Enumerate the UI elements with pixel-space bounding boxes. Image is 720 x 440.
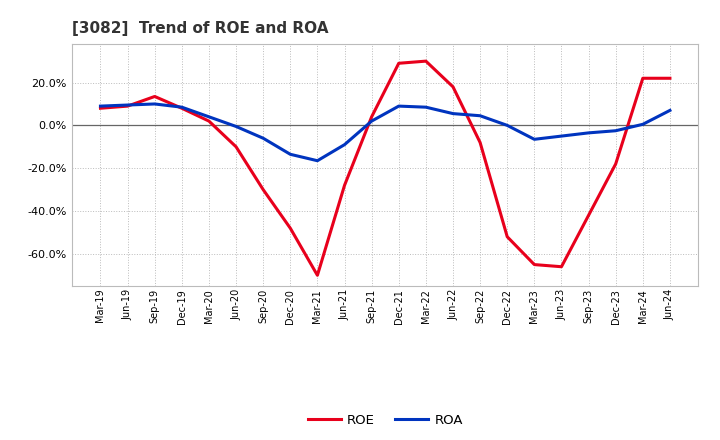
- ROA: [178, 105, 186, 110]
- Line: ROA: ROA: [101, 104, 670, 161]
- ROA: [96, 103, 105, 109]
- ROA: [341, 142, 349, 147]
- ROE: [584, 213, 593, 218]
- ROE: [639, 76, 647, 81]
- ROA: [232, 124, 240, 129]
- Legend: ROE, ROA: ROE, ROA: [302, 409, 468, 433]
- ROA: [313, 158, 322, 163]
- ROA: [259, 136, 268, 141]
- ROA: [503, 123, 511, 128]
- ROA: [639, 122, 647, 127]
- ROE: [367, 114, 376, 119]
- ROE: [150, 94, 159, 99]
- ROA: [530, 137, 539, 142]
- Text: [3082]  Trend of ROE and ROA: [3082] Trend of ROE and ROA: [72, 21, 328, 36]
- ROA: [286, 152, 294, 157]
- ROA: [367, 118, 376, 124]
- ROE: [178, 106, 186, 111]
- ROA: [421, 105, 430, 110]
- ROE: [611, 161, 620, 167]
- ROE: [96, 106, 105, 111]
- ROE: [395, 61, 403, 66]
- ROE: [557, 264, 566, 269]
- ROE: [204, 118, 213, 124]
- ROE: [232, 144, 240, 150]
- ROE: [449, 84, 457, 89]
- ROA: [476, 113, 485, 118]
- ROA: [395, 103, 403, 109]
- ROE: [665, 76, 674, 81]
- ROA: [665, 108, 674, 113]
- ROA: [204, 114, 213, 119]
- ROA: [150, 101, 159, 106]
- ROA: [123, 103, 132, 108]
- ROE: [421, 59, 430, 64]
- ROE: [530, 262, 539, 267]
- ROA: [449, 111, 457, 116]
- ROE: [259, 187, 268, 192]
- Line: ROE: ROE: [101, 61, 670, 275]
- ROA: [584, 130, 593, 136]
- ROE: [313, 273, 322, 278]
- ROA: [557, 133, 566, 139]
- ROA: [611, 128, 620, 133]
- ROE: [286, 226, 294, 231]
- ROE: [341, 183, 349, 188]
- ROE: [503, 234, 511, 239]
- ROE: [476, 140, 485, 145]
- ROE: [123, 103, 132, 109]
